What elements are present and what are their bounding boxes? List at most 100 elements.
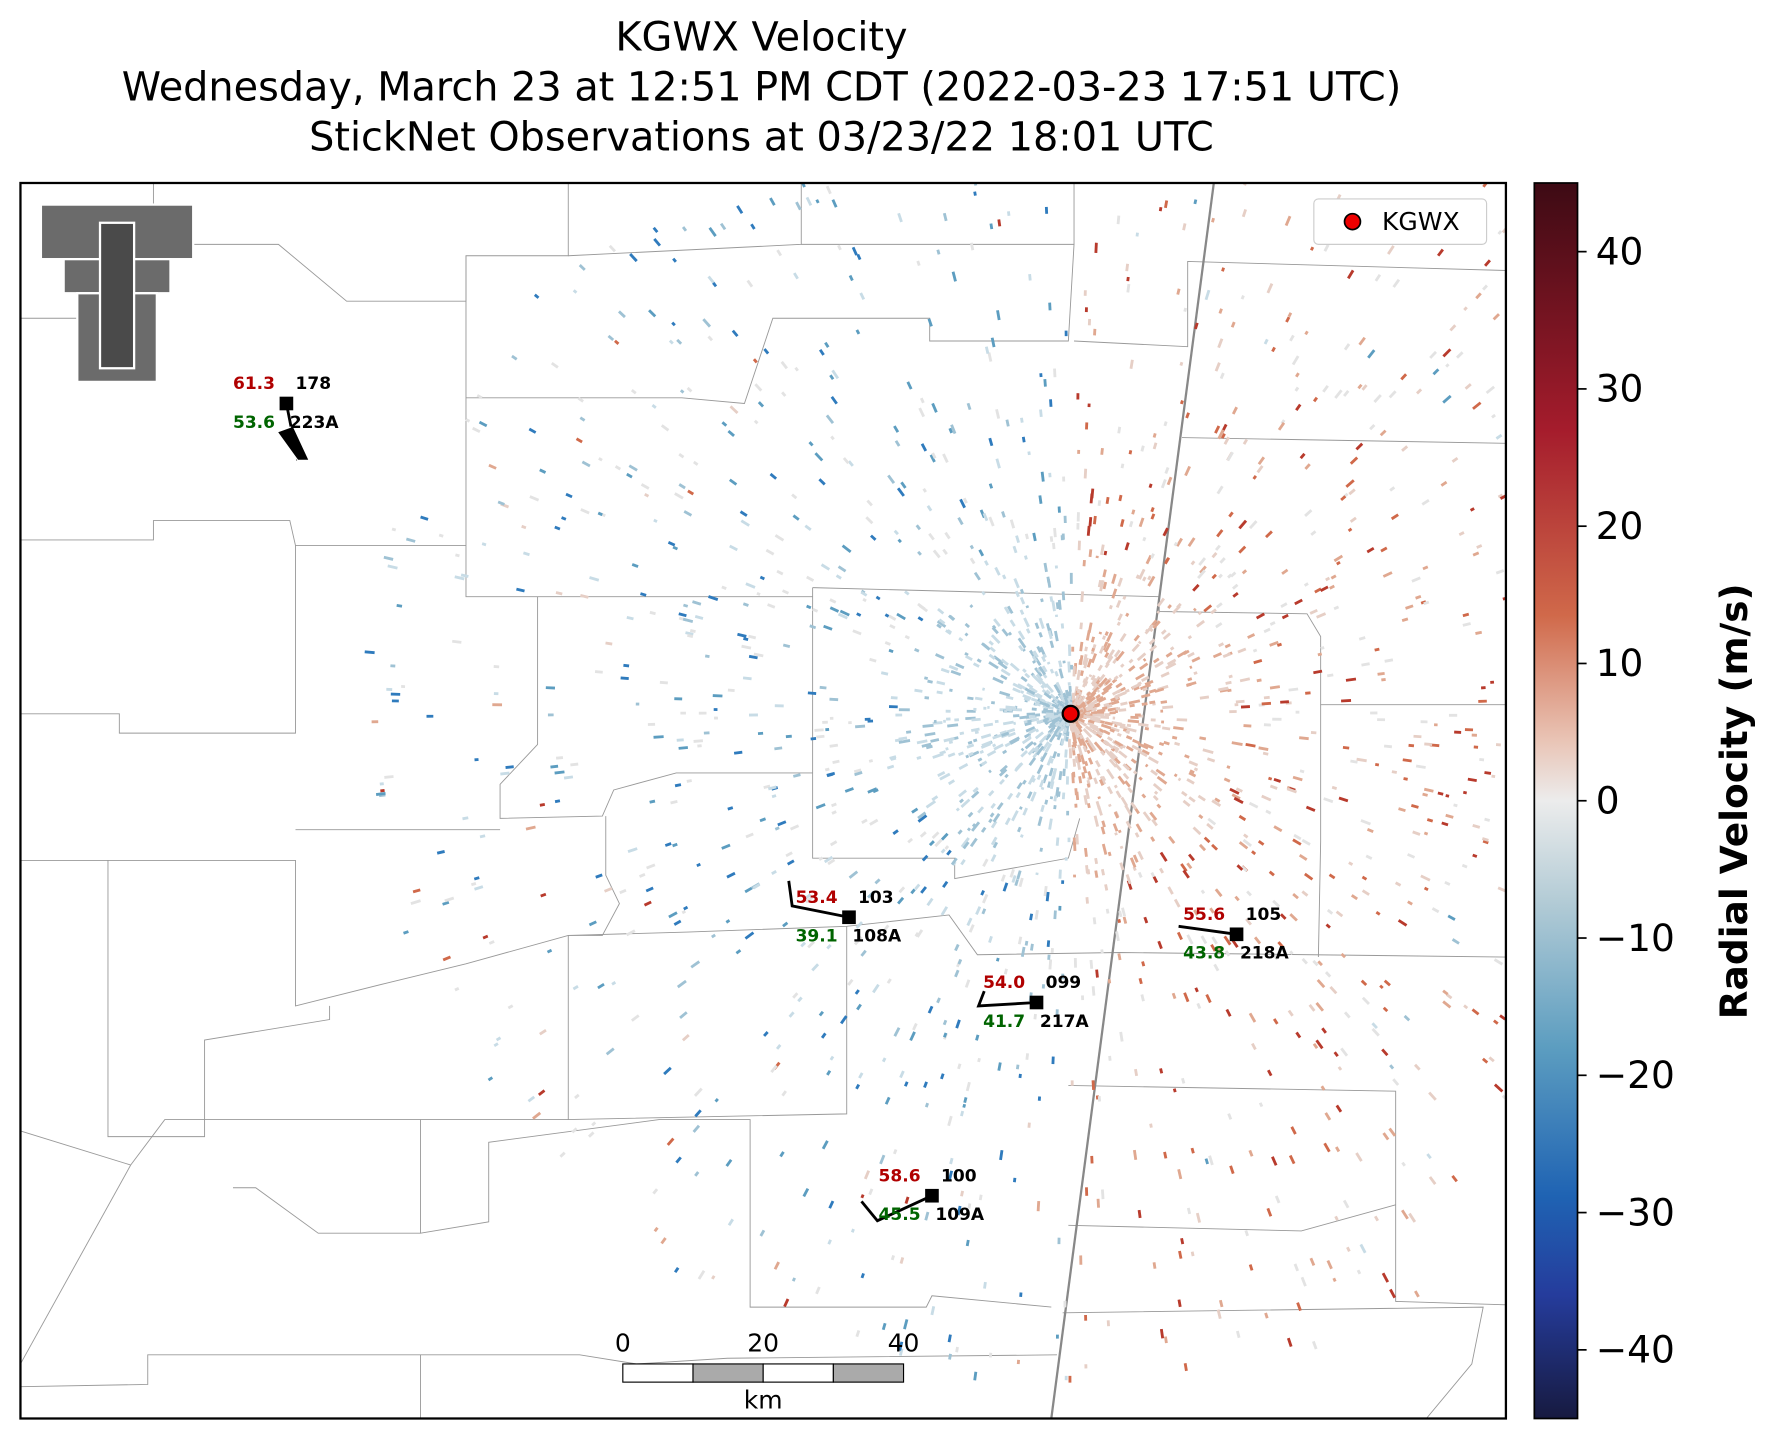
radar-gate [1381,1272,1390,1283]
radar-gate [1157,751,1163,756]
radar-gate [958,637,964,642]
radar-gate [1268,870,1275,877]
radar-gate [1065,776,1069,785]
radar-gate [1469,507,1475,512]
radar-gate [853,768,862,774]
radar-gate [1044,206,1049,214]
radar-gate [1063,1300,1067,1308]
radar-gate [988,483,994,489]
radar-gate [1048,302,1052,311]
radar-gate [805,196,813,207]
radar-gate [1225,1008,1232,1017]
radar-gate [1130,758,1137,764]
radar-gate [856,612,862,617]
radar-gate [1069,572,1073,584]
radar-gate [703,731,710,735]
radar-gate [1147,756,1159,765]
radar-gate [1326,1260,1333,1270]
radar-gate [1049,758,1054,764]
radar-gate [671,321,676,327]
radar-gate [1037,816,1043,827]
radar-gate [988,653,996,660]
radar-gate [1030,791,1037,802]
radar-gate [1166,476,1173,486]
radar-gate [1019,1292,1023,1297]
radar-gate [1371,1027,1380,1037]
radar-gate [944,845,950,850]
radar-gate [1131,682,1141,690]
radar-gate [1097,1096,1102,1102]
radar-gate [1018,806,1023,810]
radar-gate [1119,1031,1124,1042]
radar-gate [1390,513,1399,521]
radar-gate [837,612,848,620]
radar-gate [1149,700,1156,705]
radar-gate [1258,746,1269,751]
radar-gate [675,1156,682,1164]
radar-gate [1235,699,1245,704]
radar-gate [1428,1176,1437,1185]
radar-gate [1057,599,1062,610]
radar-gate [1292,775,1303,782]
radar-gate [579,416,586,422]
radar-gate [1049,399,1053,407]
radar-gate [1268,776,1273,781]
radar-gate [1369,423,1376,431]
radar-gate [1079,733,1084,740]
radar-gate [545,686,556,690]
radar-gate [1072,666,1076,677]
radar-gate [954,718,960,722]
radar-gate [1033,747,1039,753]
radar-gate [950,857,958,866]
radar-gate [725,1159,733,1167]
radar-gate [998,768,1008,777]
radar-gate [1669,587,1675,591]
radar-gate [962,841,970,850]
radar-gate [1040,751,1048,763]
radar-gate [976,658,982,664]
radar-gate [711,1275,716,1280]
radar-gate [1173,898,1181,908]
radar-gate [1371,1022,1378,1030]
radar-gate [1194,322,1199,330]
radar-gate [753,652,764,658]
radar-gate [1305,805,1316,812]
radar-gate [1013,714,1020,718]
radar-gate [1163,421,1168,427]
radar-gate [940,832,949,841]
radar-gate [1238,545,1247,554]
radar-gate [945,709,951,713]
radar-gate [1077,699,1084,707]
radar-gate [653,1226,659,1233]
radar-gate [712,694,723,698]
radar-gate [1286,787,1297,794]
radar-gate [1276,642,1283,647]
radar-gate [1294,598,1303,606]
radar-gate [741,644,752,650]
radar-gate [1106,649,1116,660]
radar-gate [1360,979,1368,986]
radar-gate [852,629,862,636]
radar-gate [1169,646,1175,651]
radar-gate [960,1190,965,1197]
radar-gate [792,773,801,778]
radar-gate [1077,449,1081,454]
radar-gate [1143,916,1149,924]
radar-gate [1451,456,1459,463]
radar-gate [1040,786,1045,791]
radar-gate [1462,790,1468,795]
radar-gate [1113,675,1119,681]
radar-gate [442,955,452,962]
radar-gate [1199,736,1207,741]
radar-gate [1120,796,1129,807]
radar-gate [1149,1123,1153,1128]
radar-gate [1171,992,1177,1000]
radar-gate [1286,1337,1293,1348]
radar-gate [462,816,469,821]
radar-gate [500,771,510,776]
radar-gate [793,272,799,280]
radar-gate [1343,343,1351,351]
radar-gate [1064,857,1068,861]
